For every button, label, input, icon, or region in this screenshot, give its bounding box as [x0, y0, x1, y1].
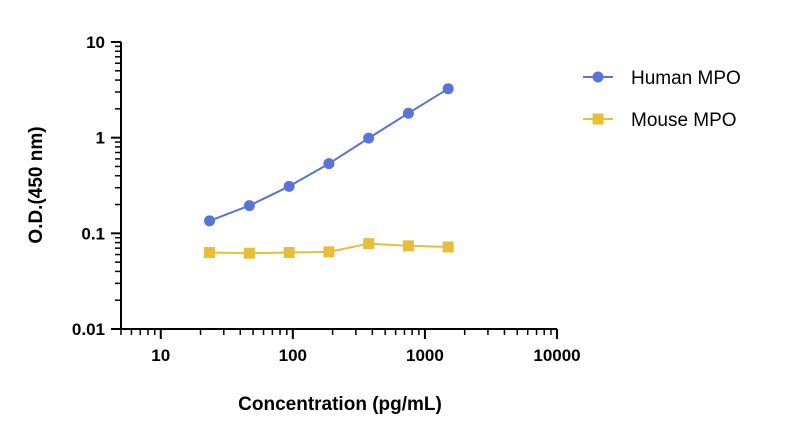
legend-label: Mouse MPO: [631, 110, 737, 131]
data-point: [402, 240, 414, 252]
series-layer: [204, 83, 454, 259]
y-axis-title: O.D.(450 nm): [26, 126, 47, 243]
y-tick-label: 0.1: [81, 224, 105, 243]
data-point: [204, 247, 216, 259]
x-tick-label: 1000: [406, 346, 444, 365]
data-point: [323, 246, 335, 258]
data-point: [283, 180, 295, 192]
legend-item: Human MPO: [583, 68, 741, 89]
series-1: [204, 238, 454, 259]
series-0: [204, 83, 454, 227]
data-point: [442, 83, 454, 95]
data-point: [243, 247, 255, 259]
y-tick-label: 1: [96, 129, 105, 148]
data-point: [204, 215, 216, 227]
legend-item: Mouse MPO: [583, 110, 737, 131]
legend-marker: [592, 71, 604, 83]
x-tick-label: 10000: [533, 346, 580, 365]
x-tick-label: 100: [279, 346, 307, 365]
data-point: [243, 200, 255, 212]
legend-marker: [592, 113, 604, 125]
data-point: [283, 247, 295, 259]
legend: Human MPO Mouse MPO: [583, 68, 741, 131]
data-point: [402, 107, 414, 119]
series-line: [209, 87, 449, 222]
data-point: [323, 158, 335, 170]
data-point: [442, 241, 454, 253]
axes: 0.01 0.1 1 10 10 100 1000 10000: [72, 33, 581, 365]
y-tick-label: 10: [86, 33, 105, 52]
data-point: [363, 132, 375, 144]
x-axis-title: Concentration (pg/mL): [238, 394, 442, 415]
legend-label: Human MPO: [631, 68, 741, 89]
data-point: [363, 238, 375, 250]
x-tick-label: 10: [151, 346, 170, 365]
y-tick-label: 0.01: [72, 320, 105, 339]
